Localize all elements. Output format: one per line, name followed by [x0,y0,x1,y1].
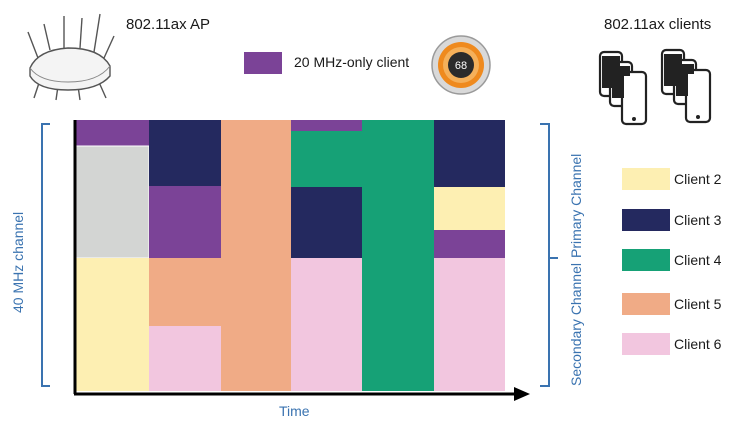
block-col4-client4 [291,131,362,187]
block-col4-client3 [291,187,362,258]
block-col6-20mhz [434,230,505,258]
block-col3-client5 [221,120,291,391]
legend-client3-swatch [622,209,670,231]
legend-client5-label: Client 5 [674,296,722,312]
legend-client6-label: Client 6 [674,336,722,352]
legend-client2-label: Client 2 [674,171,722,187]
legend-client6-swatch [622,333,670,355]
legend-client2-swatch [622,168,670,190]
block-col2-client5 [149,258,221,326]
block-col2-client6 [149,326,221,391]
block-col1-20mhz [76,120,149,146]
block-col2-client3 [149,120,221,186]
block-col1-client2 [76,258,149,391]
legend-client3-label: Client 3 [674,212,722,228]
left-bracket [41,123,50,387]
block-col6-client2 [434,187,505,230]
secondary-channel-label: Secondary Channel [568,263,584,386]
legend-20mhz-label: 20 MHz-only client [294,54,410,70]
primary-channel-label: Primary Channel [568,153,584,258]
block-col4-20mhz [291,120,362,131]
thermostat-value: 68 [455,60,467,72]
access-point-icon [27,13,115,101]
block-col6-client6 [434,258,505,391]
right-bracket-primary [540,123,558,259]
block-col2-20mhz [149,186,221,258]
x-axis-label: Time [279,403,310,419]
legend-client4-swatch [622,249,670,271]
clients-label: 802.11ax clients [604,16,712,33]
block-col4-client6 [291,258,362,391]
legend-20mhz-swatch [244,52,282,74]
left-channel-label: 40 MHz channel [10,211,26,313]
block-col6-client3 [434,120,505,187]
right-bracket-secondary [540,257,558,387]
ap-label: 802.11ax AP [126,16,210,33]
thermostat-icon: 68 [431,35,491,95]
legend-client4-label: Client 4 [674,252,722,268]
smartphone-group-icon [598,48,712,126]
legend-client5-swatch [622,293,670,315]
block-col1-idle [75,145,150,259]
x-axis-arrow [514,387,530,401]
block-col5-client4 [362,120,434,391]
